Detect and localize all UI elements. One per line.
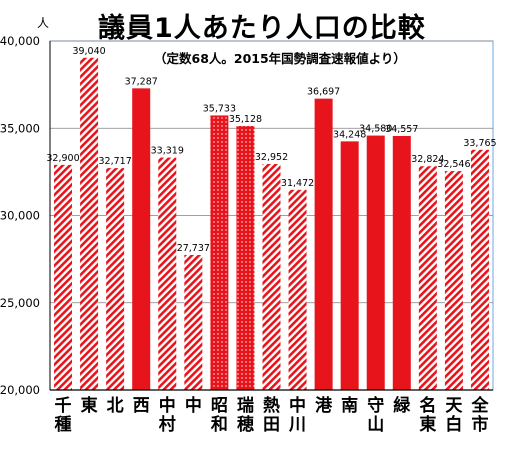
category-label-char: 緑 bbox=[393, 395, 411, 416]
bar-value-label: 33,319 bbox=[151, 146, 184, 157]
bar-value-label: 34,248 bbox=[333, 129, 366, 140]
bar bbox=[392, 135, 411, 390]
bar bbox=[314, 98, 333, 390]
chart-subtitle: （定数68人。2015年国勢調査速報値より） bbox=[154, 51, 406, 66]
category-label-char: 白 bbox=[445, 414, 462, 435]
bar-value-label: 33,765 bbox=[463, 138, 496, 149]
bar bbox=[288, 189, 307, 390]
category-label-char: 山 bbox=[367, 415, 384, 435]
bar bbox=[210, 115, 229, 390]
bar bbox=[158, 157, 177, 390]
bar bbox=[340, 141, 359, 390]
bar bbox=[366, 135, 385, 390]
bar bbox=[106, 168, 125, 390]
category-label-char: 田 bbox=[263, 415, 280, 435]
bar-value-label: 32,717 bbox=[99, 156, 132, 167]
bar-value-label: 34,557 bbox=[385, 124, 418, 135]
bar bbox=[262, 163, 281, 390]
bar-value-label: 35,733 bbox=[203, 103, 236, 114]
bar-value-label: 32,824 bbox=[411, 154, 444, 165]
category-label-char: 瑞 bbox=[237, 396, 254, 416]
bar-value-label: 37,287 bbox=[125, 76, 158, 87]
category-label-char: 市 bbox=[471, 414, 488, 435]
category-label-char: 守 bbox=[367, 395, 384, 416]
category-label-char: 中 bbox=[159, 395, 176, 416]
y-tick-label: 30,000 bbox=[0, 209, 40, 223]
category-label-char: 中 bbox=[185, 395, 202, 416]
bar bbox=[470, 149, 489, 390]
bar-value-label: 36,697 bbox=[307, 87, 340, 98]
y-tick-label: 20,000 bbox=[0, 383, 40, 397]
bar bbox=[184, 254, 203, 390]
category-label-char: 港 bbox=[315, 395, 333, 416]
category-label-char: 西 bbox=[133, 396, 150, 416]
bar bbox=[132, 88, 151, 390]
y-axis-unit-label: 人 bbox=[37, 16, 50, 30]
bar-value-label: 32,546 bbox=[437, 159, 470, 170]
category-label-char: 穂 bbox=[237, 414, 254, 435]
category-label-char: 千 bbox=[55, 396, 72, 416]
y-tick-label: 35,000 bbox=[0, 121, 40, 135]
category-label-char: 川 bbox=[288, 415, 306, 435]
chart-title: 議員1人あたり人口の比較 bbox=[98, 13, 426, 44]
category-label-char: 種 bbox=[55, 414, 72, 435]
bar bbox=[444, 171, 463, 390]
category-label-char: 天 bbox=[445, 396, 463, 416]
y-tick-label: 25,000 bbox=[0, 296, 40, 310]
category-label-char: 東 bbox=[81, 395, 98, 416]
bar-value-label: 32,900 bbox=[46, 153, 79, 164]
bar-value-label: 35,128 bbox=[229, 114, 262, 125]
category-label-char: 昭 bbox=[211, 396, 228, 416]
category-label-char: 村 bbox=[159, 414, 176, 435]
bar-value-label: 32,952 bbox=[255, 152, 288, 163]
bar bbox=[418, 166, 437, 390]
category-label-char: 熱 bbox=[263, 395, 280, 416]
category-label-char: 名 bbox=[419, 395, 436, 416]
bar bbox=[80, 57, 99, 390]
bar bbox=[236, 126, 255, 390]
bar-value-label: 34,580 bbox=[359, 124, 392, 135]
bar bbox=[54, 164, 73, 390]
bar-value-label: 31,472 bbox=[281, 178, 314, 189]
category-label-char: 全 bbox=[470, 395, 489, 416]
category-label-char: 北 bbox=[107, 396, 124, 416]
category-label-char: 和 bbox=[211, 415, 228, 435]
bar-value-label: 27,737 bbox=[177, 243, 210, 254]
bar-value-label: 39,040 bbox=[72, 46, 105, 57]
category-label-char: 中 bbox=[289, 395, 306, 416]
category-label-char: 南 bbox=[341, 395, 358, 416]
y-tick-label: 40,000 bbox=[0, 34, 40, 48]
category-label-char: 東 bbox=[419, 414, 436, 435]
